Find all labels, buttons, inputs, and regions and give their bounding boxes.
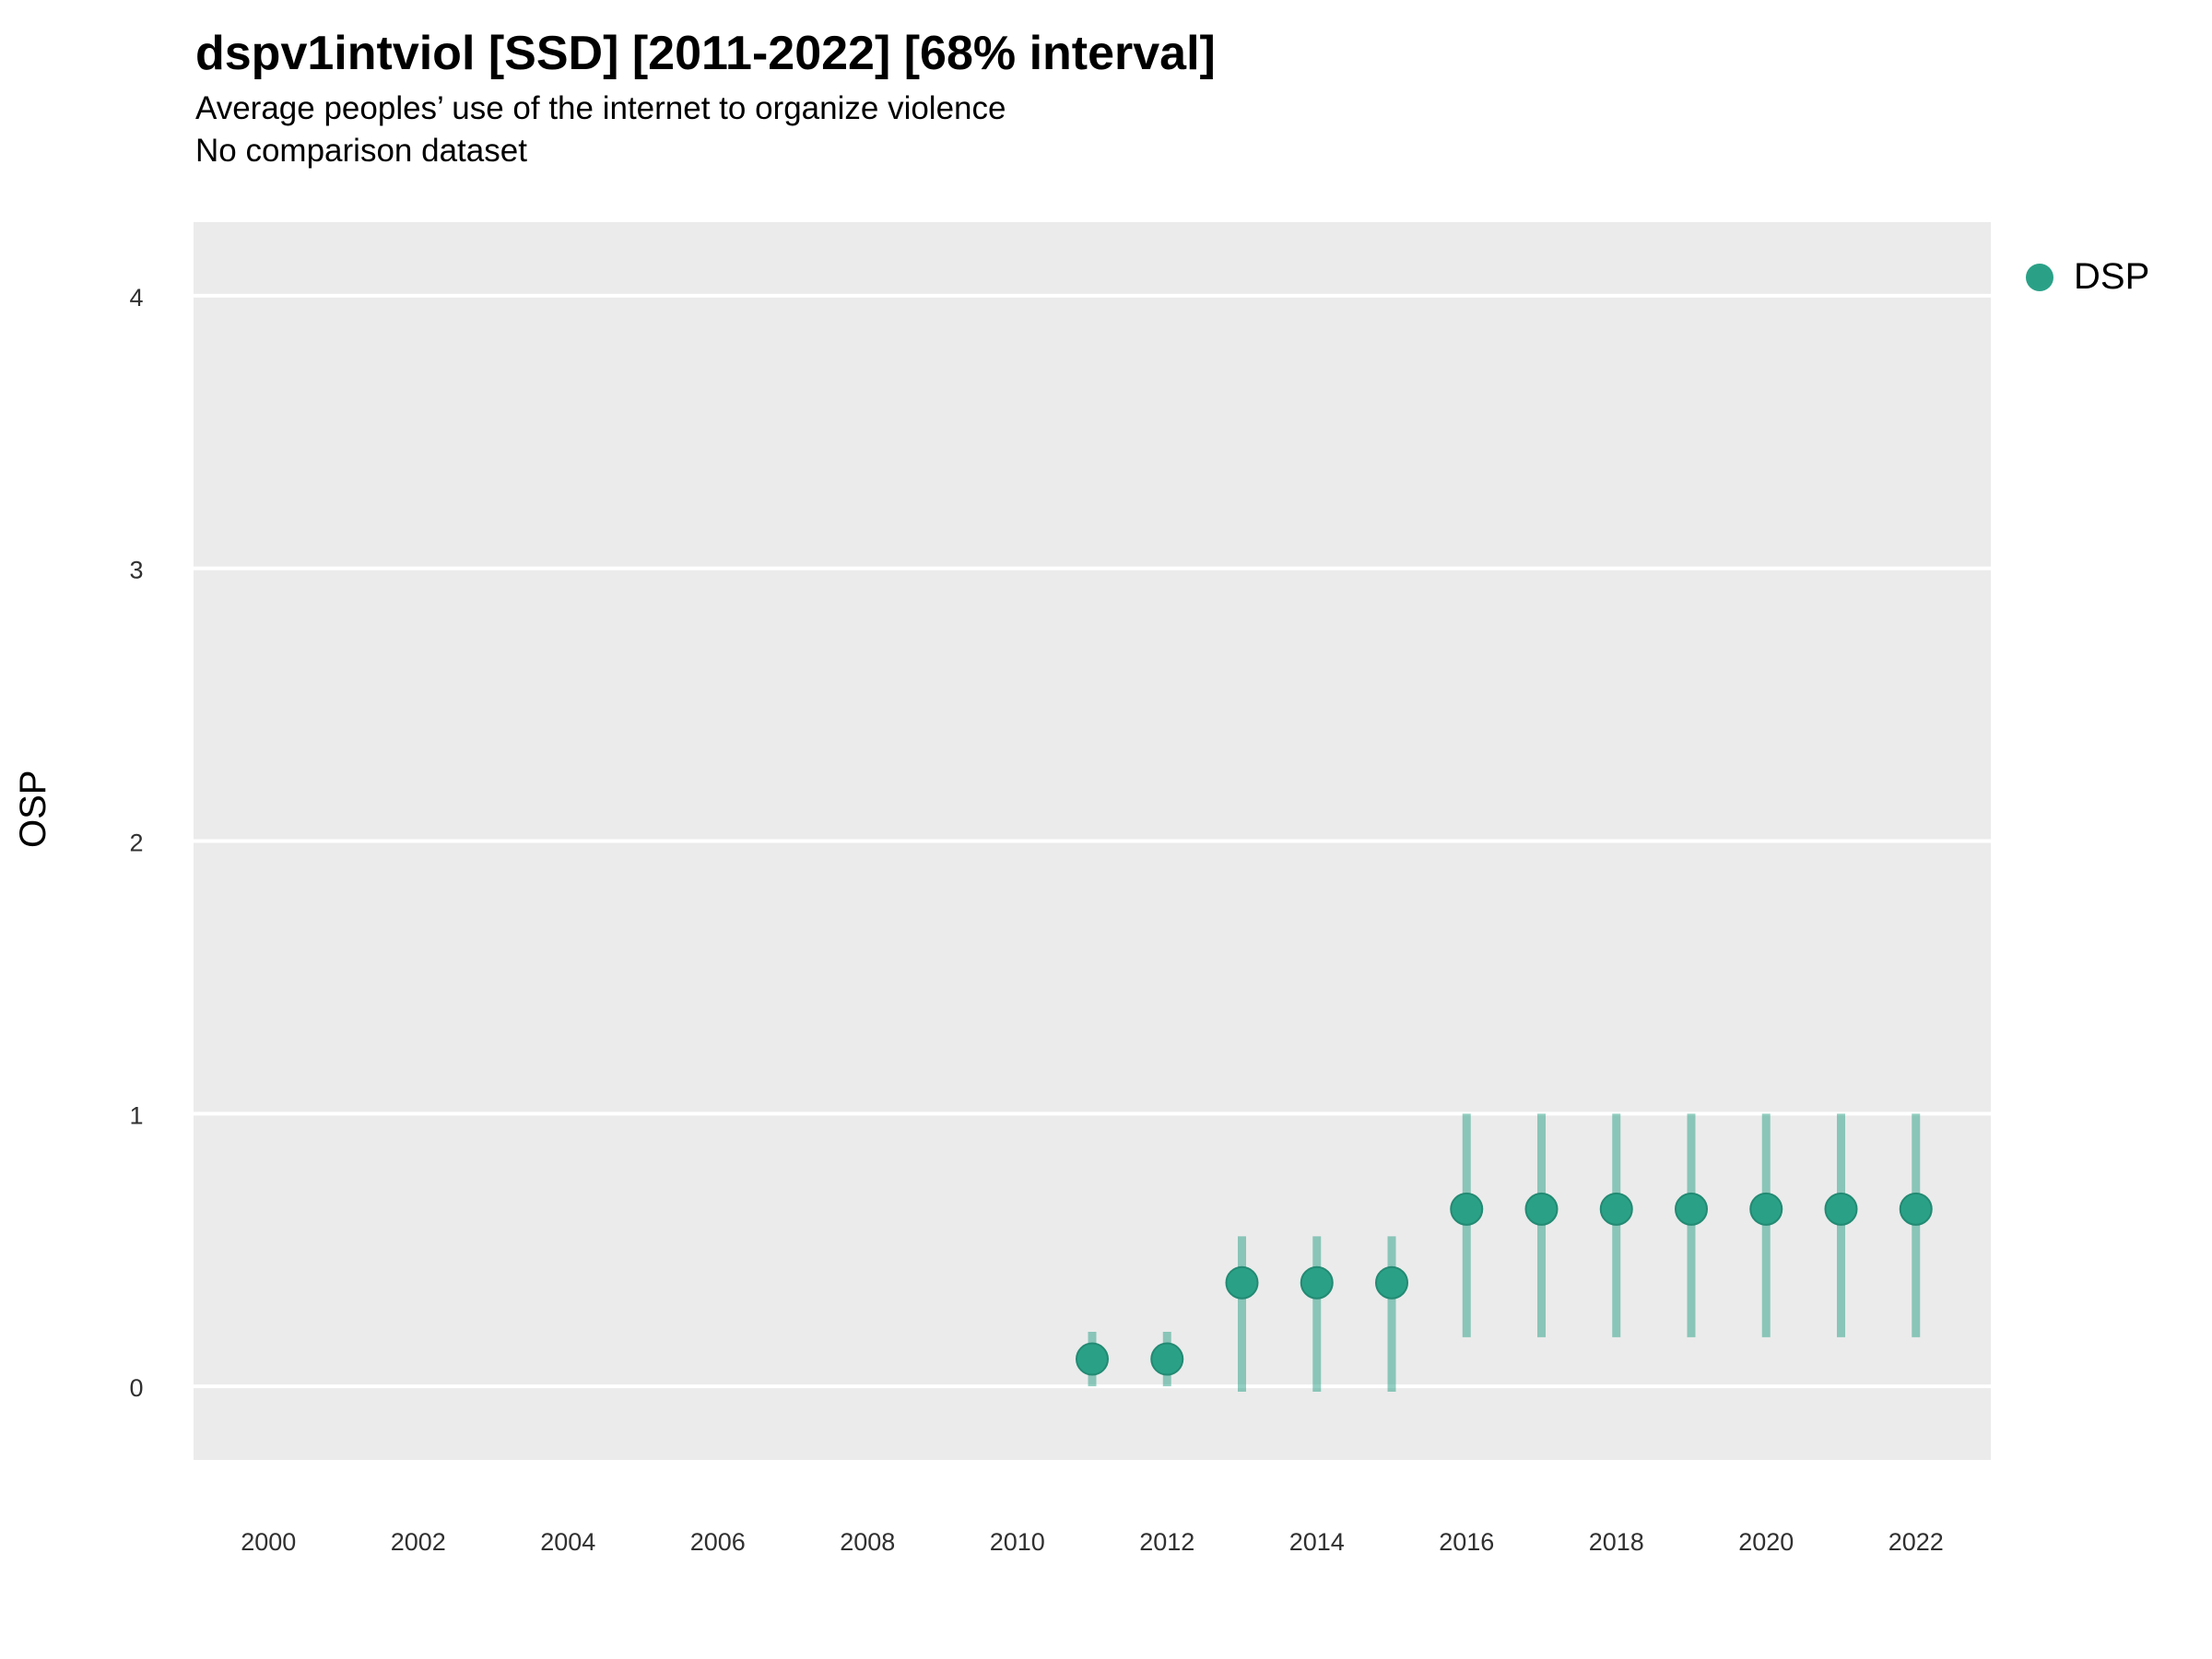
svg-text:2008: 2008 bbox=[840, 1528, 895, 1556]
legend-dsp-marker-icon bbox=[2026, 263, 2053, 291]
legend: DSP bbox=[2026, 256, 2149, 298]
svg-text:2010: 2010 bbox=[990, 1528, 1045, 1556]
data-points bbox=[1076, 1192, 1933, 1376]
svg-text:0: 0 bbox=[129, 1374, 143, 1402]
x-axis-tick-labels: 2000 2002 2004 2006 2008 2010 2012 2014 2016 2018… bbox=[241, 1528, 1944, 1556]
y-axis-tick-labels: 0 1 2 3 4 bbox=[129, 284, 143, 1402]
legend-dsp-label: DSP bbox=[2074, 256, 2150, 297]
svg-text:2004: 2004 bbox=[540, 1528, 595, 1556]
svg-text:2014: 2014 bbox=[1289, 1528, 1345, 1556]
svg-text:2002: 2002 bbox=[391, 1528, 446, 1556]
svg-text:4: 4 bbox=[129, 284, 143, 312]
chart-header: dspv1intviol [SSD] [2011-2022] [68% inte… bbox=[195, 26, 1216, 175]
svg-text:2018: 2018 bbox=[1589, 1528, 1644, 1556]
chart-title: dspv1intviol [SSD] [2011-2022] [68% inte… bbox=[195, 27, 1216, 80]
svg-text:2006: 2006 bbox=[690, 1528, 746, 1556]
svg-text:3: 3 bbox=[129, 557, 143, 584]
svg-text:2000: 2000 bbox=[241, 1528, 296, 1556]
chart-note: No comparison dataset bbox=[195, 133, 527, 169]
gridlines bbox=[194, 293, 1991, 1389]
chart-subtitle: Average peoples’ use of the internet to … bbox=[195, 90, 1006, 126]
y-axis-title: OSP bbox=[13, 770, 53, 848]
svg-text:1: 1 bbox=[129, 1101, 143, 1129]
svg-text:2012: 2012 bbox=[1139, 1528, 1194, 1556]
svg-text:2022: 2022 bbox=[1888, 1528, 1944, 1556]
svg-text:2020: 2020 bbox=[1738, 1528, 1794, 1556]
svg-text:2: 2 bbox=[129, 830, 143, 857]
svg-text:2016: 2016 bbox=[1439, 1528, 1494, 1556]
